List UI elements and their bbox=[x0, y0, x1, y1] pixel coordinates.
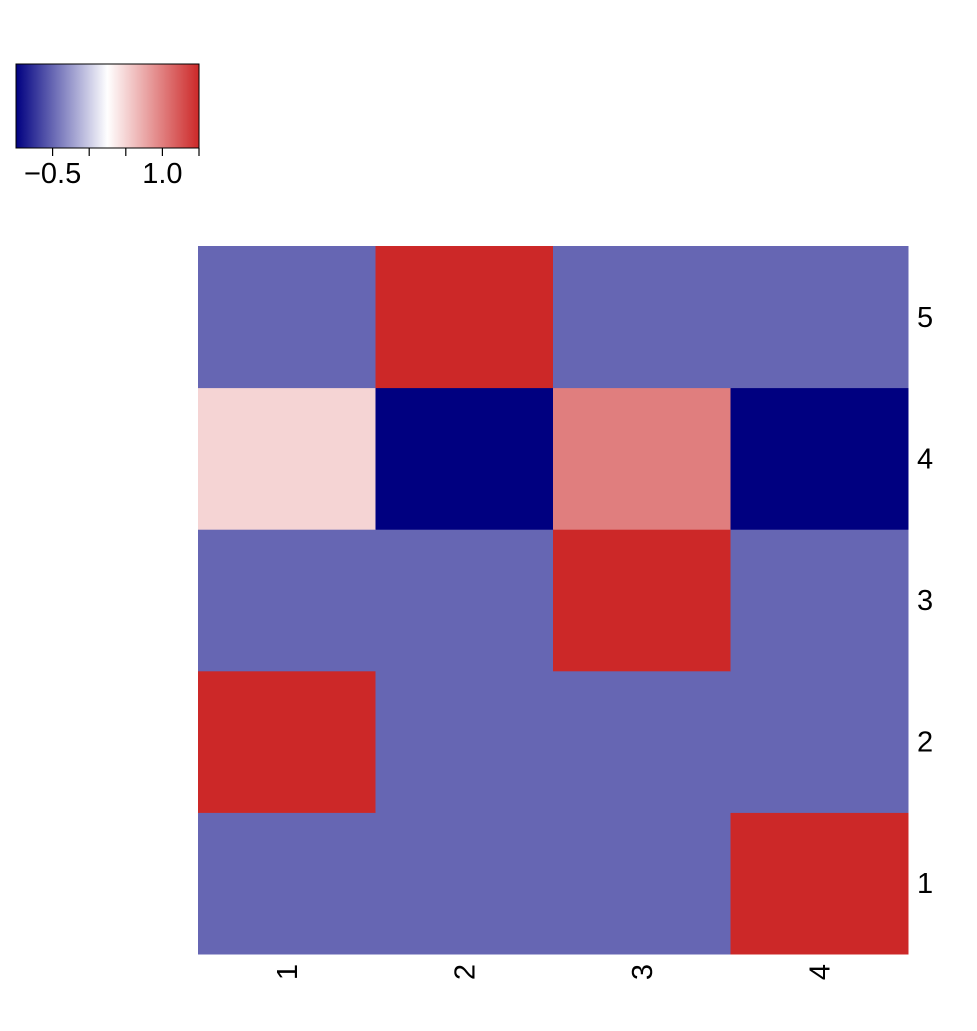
heatmap-cell-r3-c2 bbox=[375, 529, 554, 672]
heatmap-cell-r5-c3 bbox=[553, 246, 731, 389]
row-label-1: 1 bbox=[917, 868, 933, 900]
heatmap-cell-r2-c2 bbox=[375, 670, 554, 813]
column-label-4: 4 bbox=[804, 964, 836, 980]
colorbar-tick-label-0: −0.5 bbox=[24, 158, 81, 190]
heatmap-cell-r2-c1 bbox=[198, 670, 376, 813]
heatmap-cells bbox=[198, 246, 909, 955]
colorbar-rect bbox=[15, 63, 200, 149]
heatmap-cell-r5-c4 bbox=[730, 246, 909, 389]
heatmap-cell-r5-c1 bbox=[198, 246, 376, 389]
colorbar: −0.5 1.0 bbox=[15, 63, 200, 190]
heatmap-cell-r5-c2 bbox=[375, 246, 554, 389]
heatmap-cell-r4-c3 bbox=[553, 387, 731, 530]
heatmap-cell-r4-c4 bbox=[730, 387, 909, 530]
heatmap-cell-r1-c2 bbox=[375, 812, 554, 955]
column-label-2: 2 bbox=[449, 964, 481, 980]
row-label-5: 5 bbox=[917, 302, 933, 334]
row-label-3: 3 bbox=[917, 585, 933, 617]
heatmap-cell-r1-c4 bbox=[730, 812, 909, 955]
row-labels: 1 2 3 4 5 bbox=[917, 302, 933, 900]
heatmap-cell-r3-c3 bbox=[553, 529, 731, 672]
column-label-1: 1 bbox=[272, 964, 304, 980]
row-label-4: 4 bbox=[917, 443, 933, 475]
column-labels: 1 2 3 4 bbox=[272, 964, 837, 980]
colorbar-tick-label-3: 1.0 bbox=[142, 158, 182, 190]
heatmap-cell-r4-c2 bbox=[375, 387, 554, 530]
heatmap-cell-r3-c4 bbox=[730, 529, 909, 672]
heatmap-cell-r2-c3 bbox=[553, 670, 731, 813]
heatmap-cell-r1-c1 bbox=[198, 812, 376, 955]
row-label-2: 2 bbox=[917, 727, 933, 759]
heatmap-cell-r2-c4 bbox=[730, 670, 909, 813]
heatmap-cell-r3-c1 bbox=[198, 529, 376, 672]
heatmap-cell-r1-c3 bbox=[553, 812, 731, 955]
heatmap-cell-r4-c1 bbox=[198, 387, 376, 530]
column-label-3: 3 bbox=[627, 964, 659, 980]
colorbar-ticks: −0.5 1.0 bbox=[24, 148, 200, 190]
